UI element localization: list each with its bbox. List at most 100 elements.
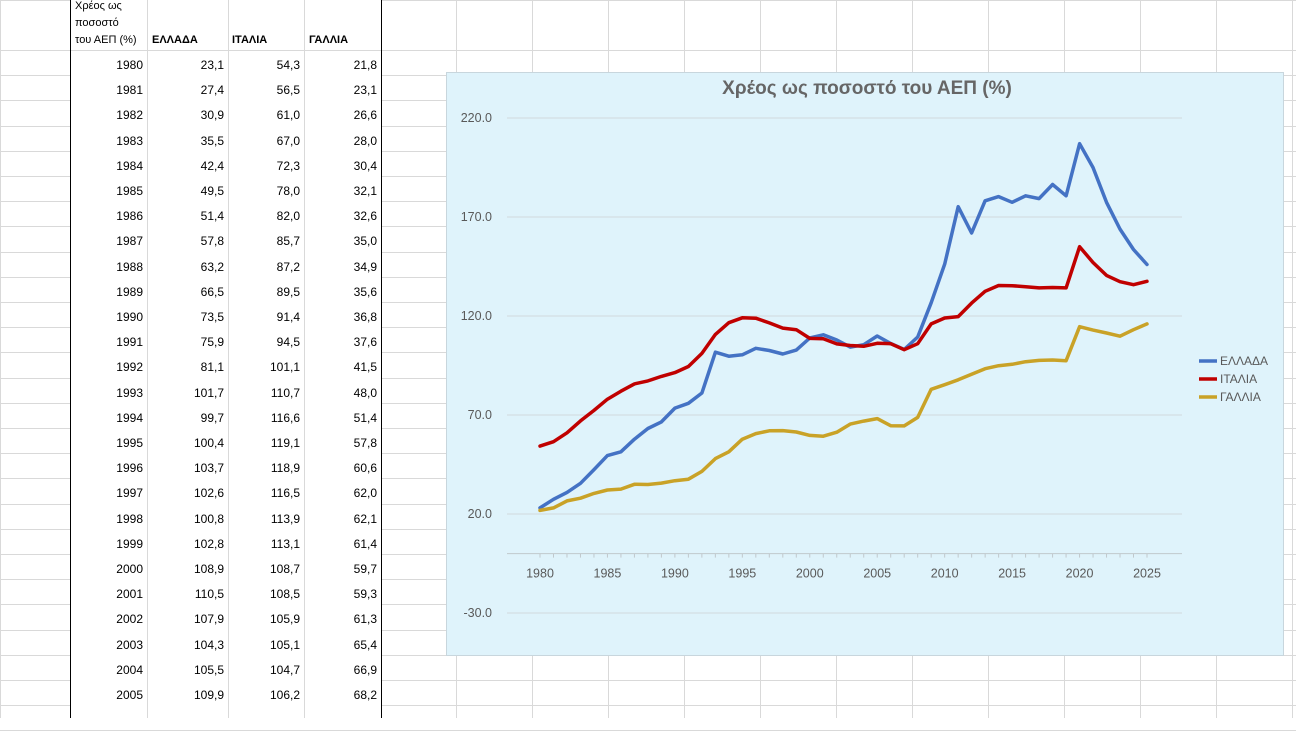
table-cell-value[interactable]: 91,4 [276, 310, 300, 324]
table-cell-value[interactable]: 104,7 [269, 663, 300, 677]
table-cell-value[interactable]: 56,5 [276, 83, 300, 97]
table-cell-value[interactable]: 110,5 [194, 587, 224, 601]
table-cell-value[interactable]: 113,9 [270, 512, 300, 526]
table-cell-value[interactable]: 23,1 [200, 58, 224, 72]
table-cell-value[interactable]: 100,4 [193, 436, 224, 450]
table-cell-value[interactable]: 116,5 [270, 486, 300, 500]
table-cell-year[interactable]: 1980 [116, 58, 143, 72]
table-cell-year[interactable]: 2000 [116, 562, 143, 576]
legend-label[interactable]: ΓΑΛΛΙΑ [1220, 390, 1261, 404]
table-cell-value[interactable]: 99,7 [200, 411, 224, 425]
table-cell-value[interactable]: 21,8 [353, 58, 377, 72]
legend-label[interactable]: ΙΤΑΛΙΑ [1220, 372, 1257, 386]
table-cell-value[interactable]: 51,4 [353, 411, 377, 425]
table-cell-value[interactable]: 94,5 [276, 335, 300, 349]
table-cell-value[interactable]: 72,3 [276, 159, 300, 173]
table-cell-year[interactable]: 1992 [116, 360, 143, 374]
table-cell-year[interactable]: 2001 [116, 587, 143, 601]
table-cell-year[interactable]: 1997 [116, 486, 143, 500]
table-cell-value[interactable]: 61,0 [276, 108, 300, 122]
table-cell-value[interactable]: 82,0 [276, 209, 300, 223]
table-cell-value[interactable]: 118,9 [270, 461, 300, 475]
table-cell-value[interactable]: 26,6 [353, 108, 377, 122]
table-cell-year[interactable]: 1988 [116, 260, 143, 274]
table-cell-value[interactable]: 105,1 [269, 638, 300, 652]
table-cell-value[interactable]: 105,9 [269, 612, 300, 626]
table-cell-value[interactable]: 42,4 [200, 159, 224, 173]
table-cell-value[interactable]: 57,8 [353, 436, 377, 450]
table-cell-year[interactable]: 1986 [116, 209, 143, 223]
table-cell-value[interactable]: 116,6 [270, 411, 300, 425]
table-cell-year[interactable]: 2003 [116, 638, 143, 652]
header-italy[interactable]: ΙΤΑΛΙΑ [232, 34, 268, 46]
table-cell-value[interactable]: 59,3 [353, 587, 377, 601]
header-greece[interactable]: ΕΛΛΑΔΑ [152, 34, 198, 46]
table-cell-value[interactable]: 100,8 [193, 512, 224, 526]
table-cell-value[interactable]: 36,8 [353, 310, 377, 324]
table-cell-year[interactable]: 2004 [116, 663, 143, 677]
table-cell-year[interactable]: 1981 [116, 83, 143, 97]
legend-label[interactable]: ΕΛΛΑΔΑ [1220, 354, 1268, 368]
table-cell-value[interactable]: 108,9 [193, 562, 224, 576]
table-cell-year[interactable]: 1999 [116, 537, 143, 551]
table-cell-year[interactable]: 1990 [116, 310, 143, 324]
table-cell-value[interactable]: 35,0 [353, 234, 377, 248]
table-cell-value[interactable]: 62,1 [353, 512, 377, 526]
table-cell-year[interactable]: 2005 [116, 688, 143, 702]
table-cell-year[interactable]: 1982 [116, 108, 143, 122]
table-cell-value[interactable]: 113,1 [270, 537, 300, 551]
header-year-line1[interactable]: Χρέος ως [75, 0, 122, 12]
series-line-france[interactable] [538, 322, 1149, 513]
header-year-line3[interactable]: του ΑΕΠ (%) [75, 34, 137, 46]
table-cell-value[interactable]: 35,5 [200, 134, 224, 148]
table-cell-value[interactable]: 87,2 [276, 260, 300, 274]
table-cell-value[interactable]: 35,6 [353, 285, 377, 299]
table-cell-year[interactable]: 1995 [116, 436, 143, 450]
table-cell-value[interactable]: 59,7 [353, 562, 377, 576]
table-cell-value[interactable]: 101,1 [269, 360, 300, 374]
table-cell-value[interactable]: 61,4 [353, 537, 377, 551]
table-cell-value[interactable]: 109,9 [193, 688, 224, 702]
table-cell-value[interactable]: 32,1 [353, 184, 377, 198]
table-cell-year[interactable]: 1983 [116, 134, 143, 148]
table-cell-value[interactable]: 101,7 [193, 386, 224, 400]
table-cell-value[interactable]: 27,4 [200, 83, 224, 97]
table-cell-year[interactable]: 1987 [116, 234, 143, 248]
table-cell-value[interactable]: 57,8 [200, 234, 224, 248]
table-cell-value[interactable]: 81,1 [200, 360, 224, 374]
table-cell-value[interactable]: 48,0 [353, 386, 377, 400]
table-cell-value[interactable]: 108,7 [269, 562, 300, 576]
table-cell-value[interactable]: 110,7 [270, 386, 300, 400]
table-cell-year[interactable]: 1994 [116, 411, 143, 425]
table-cell-value[interactable]: 73,5 [200, 310, 224, 324]
table-cell-year[interactable]: 1984 [116, 159, 143, 173]
table-cell-value[interactable]: 89,5 [276, 285, 300, 299]
table-cell-value[interactable]: 30,4 [353, 159, 377, 173]
table-cell-value[interactable]: 60,6 [353, 461, 377, 475]
table-cell-year[interactable]: 1989 [116, 285, 143, 299]
table-cell-value[interactable]: 102,8 [193, 537, 224, 551]
table-cell-value[interactable]: 106,2 [269, 688, 300, 702]
table-cell-value[interactable]: 63,2 [200, 260, 224, 274]
table-cell-value[interactable]: 102,6 [193, 486, 224, 500]
table-cell-year[interactable]: 2002 [116, 612, 143, 626]
table-cell-value[interactable]: 108,5 [269, 587, 300, 601]
table-cell-value[interactable]: 66,9 [353, 663, 377, 677]
header-year-line2[interactable]: ποσοστό [75, 17, 119, 29]
table-cell-value[interactable]: 75,9 [200, 335, 224, 349]
table-cell-value[interactable]: 62,0 [353, 486, 377, 500]
table-cell-value[interactable]: 51,4 [200, 209, 224, 223]
table-cell-value[interactable]: 107,9 [193, 612, 224, 626]
table-cell-value[interactable]: 37,6 [353, 335, 377, 349]
table-cell-value[interactable]: 68,2 [353, 688, 377, 702]
table-cell-year[interactable]: 1985 [116, 184, 143, 198]
chart[interactable]: Χρέος ως ποσοστό του ΑΕΠ (%) 220.0 170.0 1… [446, 72, 1284, 656]
table-cell-value[interactable]: 49,5 [200, 184, 224, 198]
header-france[interactable]: ΓΑΛΛΙΑ [309, 34, 349, 46]
table-cell-value[interactable]: 85,7 [276, 234, 300, 248]
table-cell-value[interactable]: 119,1 [270, 436, 300, 450]
table-cell-value[interactable]: 41,5 [353, 360, 377, 374]
table-cell-year[interactable]: 1998 [116, 512, 143, 526]
series-line-italy[interactable] [538, 244, 1149, 448]
table-cell-value[interactable]: 65,4 [353, 638, 377, 652]
